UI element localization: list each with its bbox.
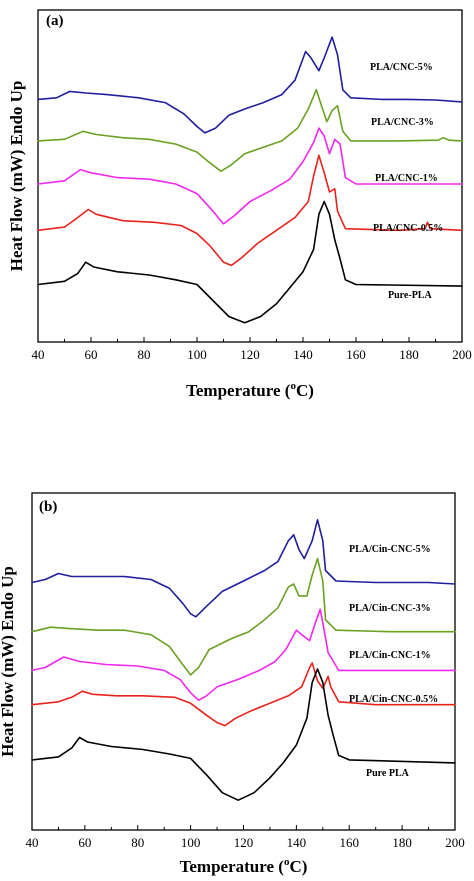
x-tick-label: 160: [340, 835, 360, 850]
x-tick-label: 180: [399, 347, 419, 362]
x-tick-label: 160: [346, 347, 366, 362]
series-line-pla-cnc-5: [37, 36, 463, 134]
series-label: PLA/CNC-5%: [370, 62, 433, 73]
x-tick-label: 180: [392, 835, 412, 850]
x-tick-label: 80: [131, 835, 144, 850]
series-label: PLA/CNC-3%: [371, 117, 434, 128]
series-line-pla-cnc-1: [37, 127, 463, 225]
x-tick-label: 100: [187, 347, 207, 362]
x-axis-label: Temperature (oC): [180, 856, 308, 876]
panel-label: (a): [46, 13, 64, 29]
x-tick-label: 120: [240, 347, 260, 362]
x-tick-label: 40: [26, 835, 39, 850]
series-line-pla-cnc-0-5: [37, 154, 463, 267]
series-line-pla-cnc-3: [37, 89, 463, 172]
series-label: PLA/Cin-CNC-5%: [349, 544, 431, 555]
x-tick-label: 200: [452, 347, 472, 362]
chart-panel-b: 40 60 80 100 120 140 160 180 200 Temperature (oC)…: [0, 492, 465, 876]
series-label: PLA/Cin-CNC-1%: [349, 650, 431, 661]
x-tick-label: 120: [234, 835, 254, 850]
series-line-pla-cin-cnc-3: [31, 557, 456, 676]
x-tick-label: 40: [32, 347, 45, 362]
series-label: PLA/CNC-1%: [375, 173, 438, 184]
x-axis-label-unit: C): [289, 857, 307, 876]
series-line-pure-pla: [31, 668, 456, 801]
x-axis-label-unit: C): [296, 381, 314, 400]
x-axis-label-degree: o: [290, 380, 296, 392]
x-tick-label: 140: [287, 835, 307, 850]
x-tick-label: 80: [138, 347, 151, 362]
x-tick-label: 60: [78, 835, 91, 850]
x-tick-label: 60: [85, 347, 98, 362]
x-axis-label-main: Temperature (: [180, 857, 285, 876]
series-line-pla-cin-cnc-1: [31, 608, 456, 702]
x-tick-label: 100: [181, 835, 201, 850]
x-tick-label: 200: [445, 835, 465, 850]
x-axis-label: Temperature (oC): [186, 380, 314, 400]
series-line-pla-cin-cnc-5: [31, 519, 456, 618]
series-line-pure-pla: [37, 200, 463, 324]
series-label: PLA/Cin-CNC-0.5%: [349, 694, 438, 705]
x-axis-label-degree: o: [284, 856, 290, 868]
series-label: PLA/Cin-CNC-3%: [349, 603, 431, 614]
y-axis-label: Heat Flow (mW) Endo Up: [7, 81, 26, 272]
panel-label: (b): [39, 499, 57, 515]
x-axis-label-main: Temperature (: [186, 381, 291, 400]
series-label: Pure PLA: [366, 768, 410, 779]
y-axis-label: Heat Flow (mW) Endo Up: [0, 566, 17, 757]
series-label: Pure-PLA: [388, 290, 432, 301]
x-tick-label: 140: [293, 347, 313, 362]
series-label: PLA/CNC-0.5%: [373, 223, 443, 234]
series-line-pla-cin-cnc-0-5: [31, 662, 456, 727]
chart-panel-a: 40 60 80 100 120 140 160 180 200 Temperature (oC)…: [7, 9, 472, 400]
